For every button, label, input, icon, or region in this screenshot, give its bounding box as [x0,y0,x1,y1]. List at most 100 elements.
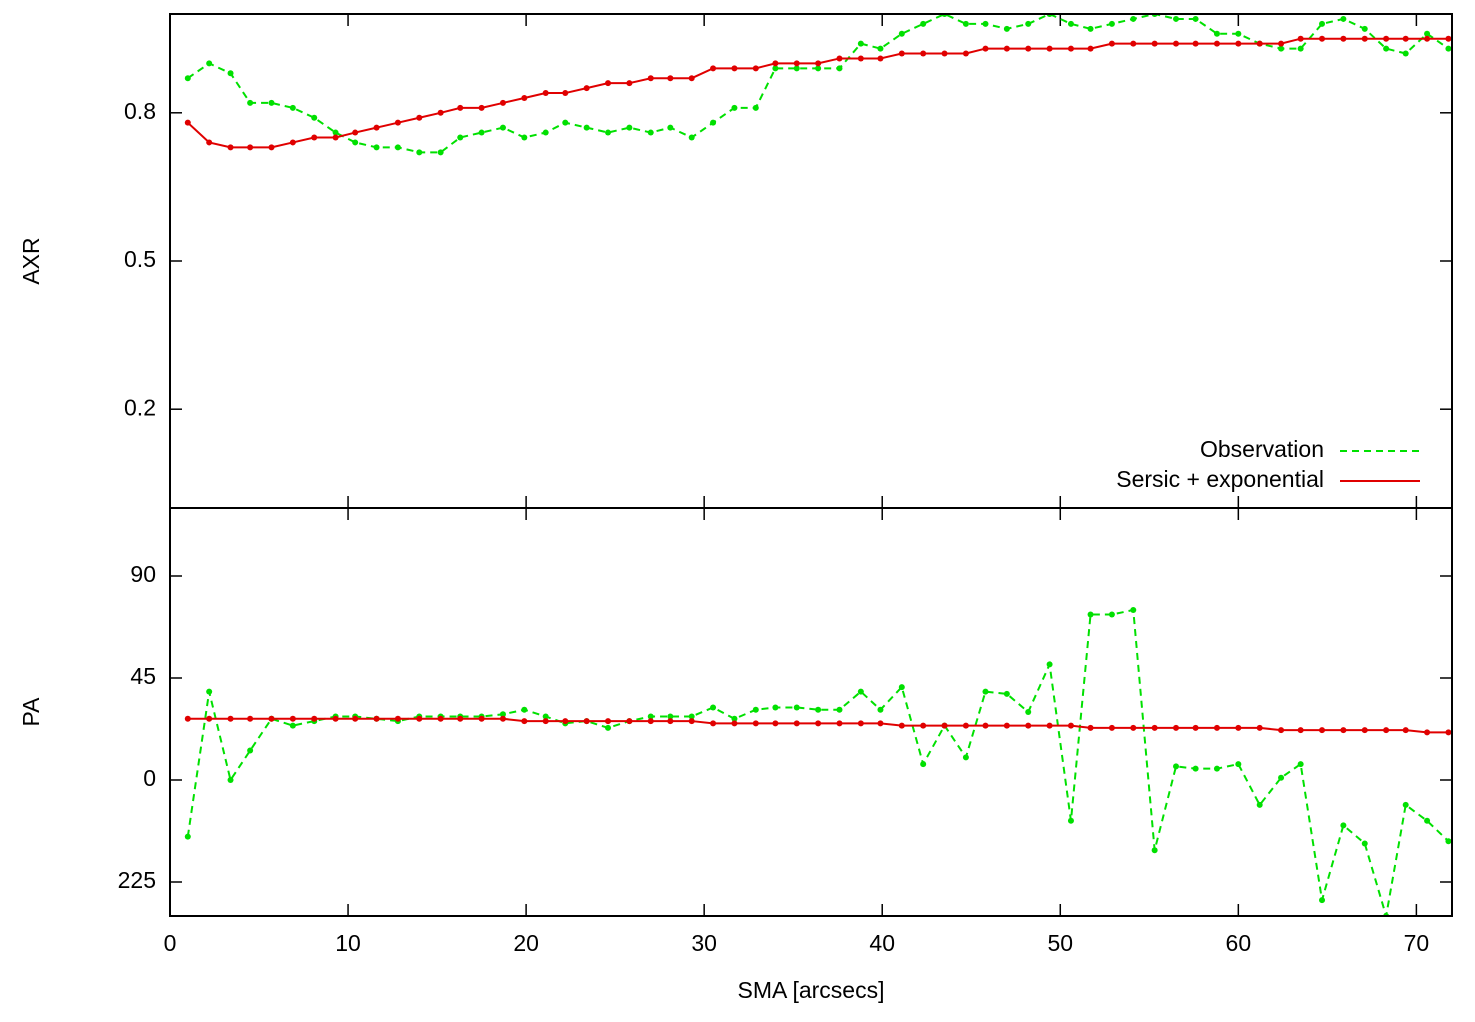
data-point [332,129,339,136]
data-point [1151,40,1158,47]
data-point [1108,611,1115,618]
data-point [752,65,759,72]
data-point [1319,35,1326,42]
plot-frame [169,13,1453,509]
data-point [1402,50,1409,57]
data-point [583,718,590,725]
data-point [542,713,549,720]
data-point [1003,45,1010,52]
data-point [1361,35,1368,42]
data-point [247,144,254,151]
data-point [311,134,318,141]
data-point [647,713,654,720]
data-point [1087,45,1094,52]
data-point [772,704,779,711]
data-point [962,20,969,27]
data-point [667,124,674,131]
data-point [499,711,506,718]
data-point [478,129,485,136]
data-point [1424,817,1431,824]
data-point [1067,817,1074,824]
series-line [187,37,1449,149]
data-point [184,715,191,722]
data-point [268,144,275,151]
data-point [352,715,359,722]
data-point [1025,45,1032,52]
data-point [731,715,738,722]
data-point [1108,724,1115,731]
data-point [920,50,927,57]
data-point [605,80,612,87]
data-point [373,715,380,722]
data-point [877,706,884,713]
data-point [605,724,612,731]
data-point [793,60,800,67]
data-point [227,70,234,77]
data-point [1067,722,1074,729]
data-point [1340,727,1347,734]
data-point [1130,607,1137,613]
data-point [1340,15,1347,22]
data-point [437,715,444,722]
data-point [1003,690,1010,697]
data-point [352,139,359,146]
data-point [332,134,339,141]
data-point [1213,765,1220,772]
data-point [667,713,674,720]
data-point [583,124,590,131]
data-point [1402,727,1409,734]
data-point [772,65,779,72]
data-point [1173,724,1180,731]
data-point [647,129,654,136]
data-point [898,684,905,691]
data-point [1297,45,1304,52]
data-point [962,50,969,57]
data-point [815,60,822,67]
data-point [1213,30,1220,37]
data-point [289,715,296,722]
y-axis-label: PA [18,697,44,727]
data-point [437,109,444,116]
data-point [289,104,296,111]
data-point [499,99,506,106]
data-point [1340,35,1347,42]
x-tick-label: 70 [1404,930,1430,956]
data-point [437,149,444,156]
data-point [1192,15,1199,22]
y-tick-label: 0.2 [124,394,156,420]
data-point [1445,45,1452,52]
data-point [268,715,275,722]
data-point [1424,729,1431,736]
data-point [1192,765,1199,772]
x-tick-label: 60 [1226,930,1252,956]
data-point [605,718,612,725]
data-point [373,144,380,151]
data-point [542,718,549,725]
data-point [1025,722,1032,729]
data-point [1424,35,1431,42]
data-point [815,720,822,727]
data-point [731,720,738,727]
data-point [1256,801,1263,808]
data-point [542,129,549,136]
data-point [1297,727,1304,734]
data-point [982,45,989,52]
data-point [457,715,464,722]
data-point [457,104,464,111]
y-tick-label: 90 [130,561,156,587]
x-tick-label: 30 [691,930,717,956]
data-point [1424,30,1431,37]
data-point [206,688,213,695]
data-point [1151,847,1158,854]
data-point [626,80,633,87]
data-point [184,833,191,840]
data-point [1383,45,1390,52]
data-point [710,65,717,72]
data-point [562,90,569,97]
data-point [416,149,423,156]
data-point [710,720,717,727]
data-point [710,119,717,126]
data-point [416,715,423,722]
x-tick-label: 40 [869,930,895,956]
data-point [289,722,296,729]
